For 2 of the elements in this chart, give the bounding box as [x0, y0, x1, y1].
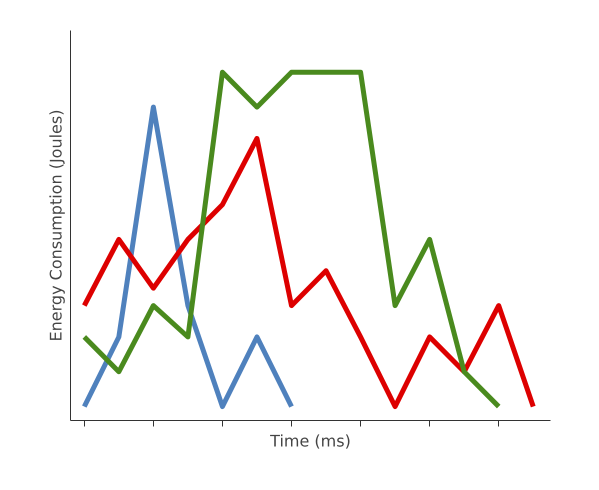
y-axis-title: Energy Consumption (Joules) [46, 110, 66, 342]
x-axis-title: Time (ms) [269, 432, 351, 450]
